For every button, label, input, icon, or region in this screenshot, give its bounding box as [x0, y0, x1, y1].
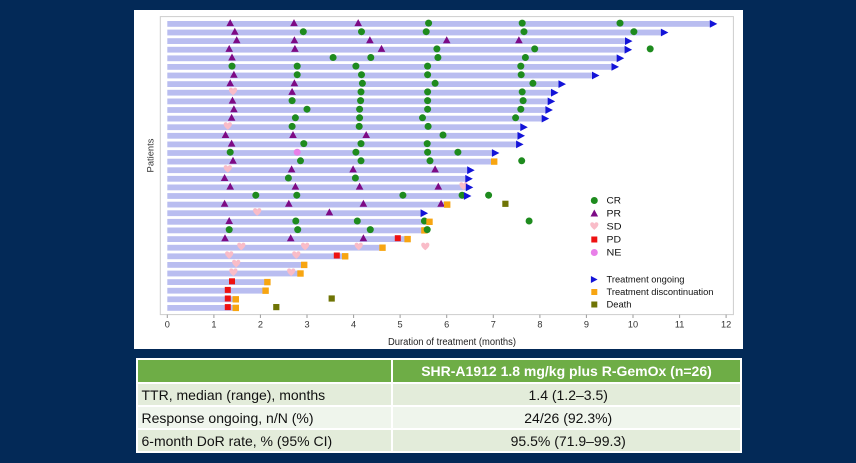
- svg-text:Death: Death: [607, 300, 632, 310]
- svg-text:1: 1: [211, 320, 216, 330]
- svg-text:CR: CR: [607, 196, 622, 206]
- svg-text:PR: PR: [607, 209, 622, 219]
- svg-text:PD: PD: [607, 235, 622, 245]
- svg-text:0: 0: [165, 320, 170, 330]
- svg-text:9: 9: [584, 320, 589, 330]
- svg-text:Treatment discontinuation: Treatment discontinuation: [607, 287, 714, 297]
- svg-text:7: 7: [491, 320, 496, 330]
- svg-text:6: 6: [444, 320, 449, 330]
- svg-text:Treatment ongoing: Treatment ongoing: [607, 275, 685, 285]
- svg-text:2: 2: [258, 320, 263, 330]
- svg-text:3: 3: [304, 320, 309, 330]
- svg-text:NE: NE: [607, 248, 622, 258]
- svg-text:4: 4: [351, 320, 356, 330]
- svg-text:12: 12: [721, 320, 731, 330]
- svg-text:5: 5: [398, 320, 403, 330]
- svg-text:10: 10: [628, 320, 638, 330]
- svg-text:8: 8: [537, 320, 542, 330]
- svg-text:11: 11: [675, 320, 685, 330]
- svg-text:Patients: Patients: [145, 138, 156, 172]
- svg-text:Duration of treatment (months): Duration of treatment (months): [388, 337, 516, 348]
- svg-text:SD: SD: [607, 222, 622, 232]
